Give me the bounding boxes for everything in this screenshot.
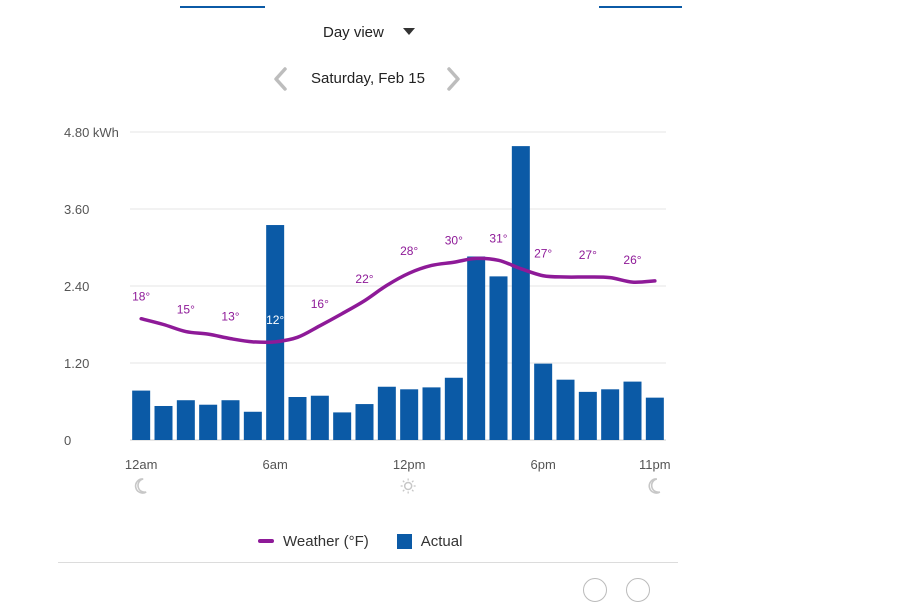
y-tick-label: 0 [64, 433, 71, 448]
temperature-label: 16° [311, 297, 329, 311]
bar-actual [556, 379, 575, 440]
bar-actual [601, 389, 620, 440]
bar-actual [266, 225, 285, 440]
actual-bar-swatch [396, 533, 412, 549]
weather-line-swatch [258, 539, 274, 543]
sun-ray [411, 489, 414, 492]
bar-actual [623, 381, 642, 440]
weather-line [139, 256, 657, 345]
bar-actual [355, 404, 374, 440]
temperature-label: 18° [132, 290, 150, 304]
y-tick-label: 2.40 [64, 279, 89, 294]
bar-actual [221, 400, 240, 440]
temperature-label: 31° [489, 231, 507, 245]
y-tick-label: 1.20 [64, 356, 89, 371]
bar-actual [199, 404, 218, 440]
temperature-label: 28° [400, 244, 418, 258]
bar-actual [176, 400, 195, 440]
x-tick-label: 11pm [639, 457, 671, 472]
temperature-label: 12° [266, 313, 284, 327]
sun-core [403, 481, 413, 491]
temperature-label: 15° [177, 303, 195, 317]
bar-actual [243, 411, 262, 440]
sun-ray [411, 480, 414, 483]
legend-item-weather[interactable]: Weather (°F) [258, 533, 369, 550]
bar-actual [578, 391, 597, 440]
legend-item-actual[interactable]: Actual [396, 532, 463, 550]
bar-actual [132, 390, 151, 440]
chevron-right-icon[interactable] [440, 64, 466, 94]
temperature-label: 13° [221, 310, 239, 324]
y-tick-label: 4.80 kWh [64, 125, 119, 140]
control-circle-icon[interactable] [626, 578, 650, 602]
bar-actual [377, 386, 396, 440]
sun-ray [402, 489, 405, 492]
temperature-label: 22° [355, 272, 373, 286]
x-tick-label: 6pm [531, 457, 556, 472]
bar-actual [310, 395, 329, 440]
bar-actual [467, 256, 486, 440]
tab-active-underline-left [180, 6, 265, 8]
moon-icon [134, 478, 147, 494]
x-tick-label: 12pm [393, 457, 426, 472]
chevron-left-icon[interactable] [268, 64, 294, 94]
energy-usage-chart: 18° 15° 13° 12° 16° 22° 28° 30° 31° 27° 27° 26° 4.8… [64, 125, 671, 494]
bar-actual [154, 405, 173, 440]
x-tick-label: 6am [263, 457, 288, 472]
legend-label-actual: Actual [420, 532, 463, 550]
bar-actual [400, 389, 419, 440]
tab-active-underline-right [599, 6, 682, 8]
legend-label-weather: Weather (°F) [283, 532, 369, 550]
sun-icon [400, 478, 416, 494]
caret-down-icon [403, 28, 415, 35]
bar-actual [422, 387, 441, 440]
bar-actual [534, 363, 553, 440]
date-navigator: Saturday, Feb 15 [268, 64, 468, 94]
x-tick-label: 12am [125, 457, 158, 472]
view-mode-label: Day view [323, 23, 384, 41]
temperature-label: 30° [445, 233, 463, 247]
bar-actual [444, 377, 463, 440]
chart-legend: Weather (°F) Actual [258, 530, 490, 552]
y-tick-label: 3.60 [64, 202, 89, 217]
bar-actual [288, 397, 307, 440]
bar-actual [489, 276, 508, 440]
current-date-label: Saturday, Feb 15 [311, 70, 425, 87]
control-circle-icon[interactable] [583, 578, 607, 602]
view-mode-dropdown[interactable]: Day view [315, 20, 425, 44]
temperature-label: 27° [579, 248, 597, 262]
moon-icon [648, 478, 661, 494]
bar-actual [511, 146, 530, 440]
temperature-label: 26° [623, 253, 641, 267]
bar-actual [645, 397, 664, 440]
bar-actual [333, 412, 352, 440]
bottom-divider [58, 562, 678, 563]
sun-ray [402, 480, 405, 483]
temperature-label: 27° [534, 247, 552, 261]
